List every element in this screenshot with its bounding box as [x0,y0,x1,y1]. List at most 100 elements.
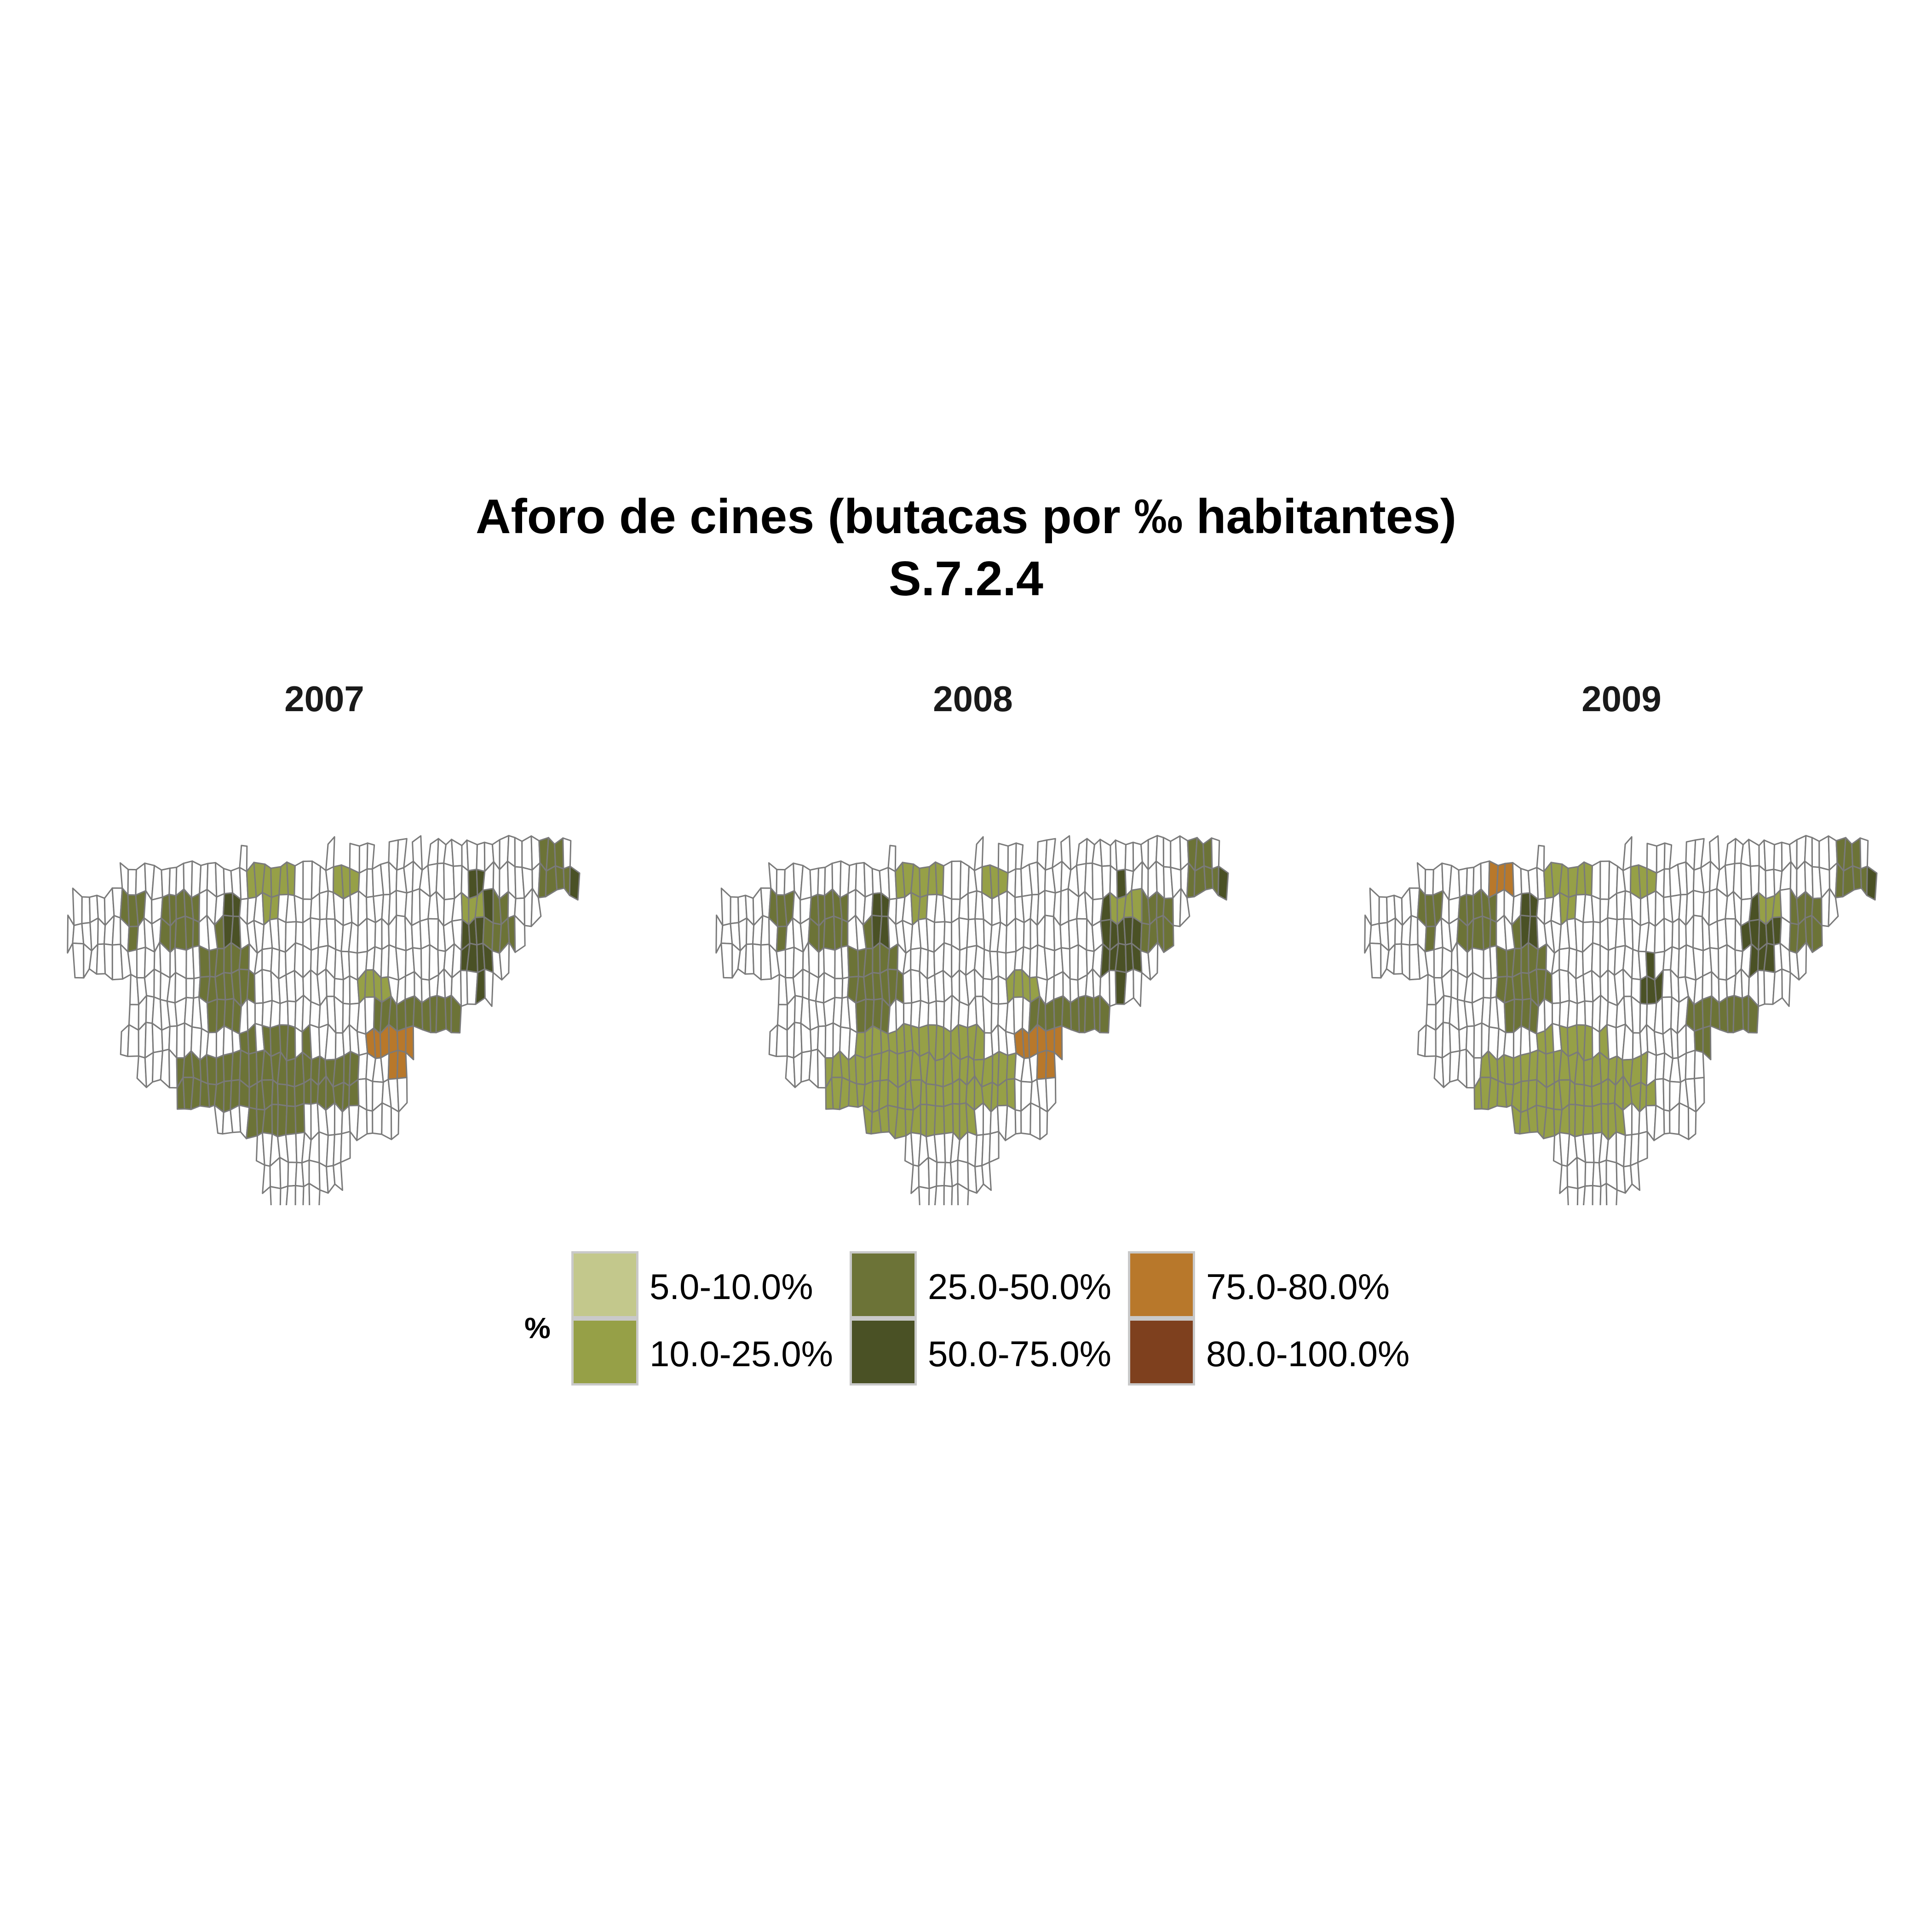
municipality [934,1184,945,1205]
municipality [127,868,137,896]
municipality [374,918,383,950]
municipality [1591,1082,1602,1107]
municipality [1623,918,1634,950]
municipality [1582,1105,1594,1136]
municipality [1637,1131,1648,1163]
municipality [294,1103,305,1134]
municipality [974,918,985,950]
municipality [872,942,881,974]
municipality [160,1048,170,1088]
municipality [1503,998,1515,1034]
municipality [397,1049,408,1080]
municipality [286,1184,296,1205]
municipality [720,942,733,979]
municipality [342,975,351,1005]
municipality [1029,1102,1041,1140]
municipality [302,1183,310,1205]
municipality [918,1000,930,1029]
municipality [1598,1159,1607,1187]
municipality [1592,921,1601,946]
municipality [451,839,463,867]
municipality [1591,861,1601,900]
municipality [1678,1102,1690,1140]
municipality [349,890,359,927]
municipality [222,892,234,917]
municipality [1202,837,1213,870]
municipality [943,1103,954,1134]
municipality [333,1162,343,1191]
municipality [1694,1076,1705,1113]
municipality [776,868,786,896]
municipality [1693,838,1705,871]
municipality [387,1049,399,1080]
municipality-map [715,835,1229,1205]
legend-key [571,1251,638,1318]
municipality [427,838,439,866]
municipality [1811,837,1820,868]
municipality [951,860,962,900]
municipality [1059,888,1070,926]
municipality [215,862,225,898]
municipality [1014,1078,1022,1112]
municipality [81,896,91,925]
municipality [1811,914,1823,953]
municipality [1472,915,1484,951]
municipality [1702,1025,1712,1060]
municipality [411,888,421,926]
municipality [1694,1049,1705,1080]
municipality [356,1104,368,1141]
municipality [824,1022,834,1059]
municipality [1583,1024,1593,1062]
municipality [1115,839,1127,872]
municipality [1162,837,1172,868]
municipality [1646,890,1656,927]
municipality [395,914,407,951]
municipality [1725,944,1736,981]
municipality [1162,914,1174,953]
municipality [776,1024,788,1057]
municipality [1045,1049,1056,1080]
municipality [847,945,859,978]
municipality [1622,836,1633,871]
legend: % 5.0-10.0% 10.0-25.0% 25.0-50.0% 50.0-7… [515,1251,1435,1403]
municipality [1671,918,1680,950]
municipality [1718,944,1728,981]
municipality [1742,995,1749,1034]
municipality [1099,839,1111,867]
municipality [808,1048,819,1088]
municipality [928,1185,937,1205]
municipality [1045,1076,1057,1113]
municipality [277,918,287,953]
municipality [933,1133,946,1163]
municipality [1653,1104,1665,1141]
municipality [1574,1083,1585,1107]
legend-label: 75.0-80.0% [1206,1266,1390,1307]
municipality [834,978,844,999]
municipality [1576,1185,1586,1205]
legend-label: 80.0-100.0% [1206,1334,1410,1374]
municipality [294,1184,305,1205]
municipality [190,893,201,923]
municipality [276,1083,288,1107]
municipality [206,1054,217,1086]
municipality [1369,887,1380,926]
municipality [1053,971,1064,1000]
municipality [1656,842,1666,874]
municipality [1014,1109,1022,1135]
municipality [1630,995,1641,1034]
chart-title: Aforo de cines (butacas por ‰ habitantes… [475,489,1457,544]
municipality [720,887,731,926]
municipality [1685,1049,1696,1080]
legend-key [1128,1251,1195,1318]
municipality [927,1000,937,1026]
municipality [1702,971,1713,1000]
municipality [111,914,121,946]
municipality [989,1131,1000,1163]
municipality [998,890,1008,927]
municipality [854,1031,866,1059]
municipality [499,941,510,981]
municipality [840,919,849,948]
map-panel-2009: 2009 [1297,681,1932,1205]
municipality [951,1183,959,1205]
municipality [1401,943,1410,981]
